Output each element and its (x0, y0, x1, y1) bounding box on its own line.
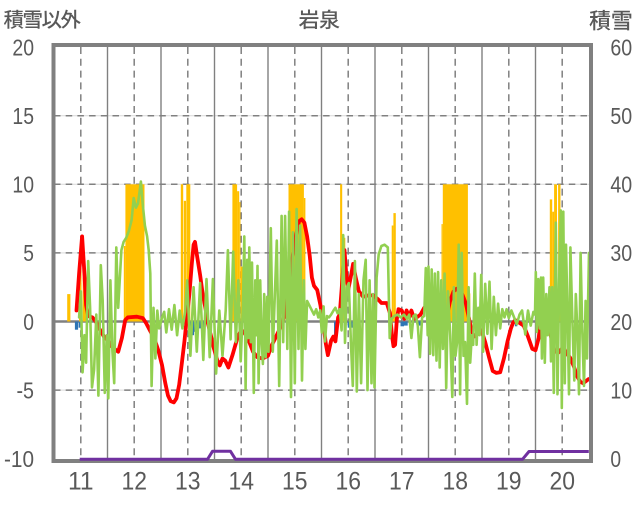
svg-text:12: 12 (122, 468, 148, 496)
svg-text:0: 0 (23, 309, 34, 335)
svg-text:40: 40 (610, 172, 632, 198)
svg-text:15: 15 (12, 103, 34, 129)
svg-text:15: 15 (282, 468, 308, 496)
svg-text:17: 17 (389, 468, 415, 496)
svg-text:10: 10 (610, 377, 632, 403)
svg-text:18: 18 (443, 468, 469, 496)
svg-text:10: 10 (12, 172, 34, 198)
svg-text:30: 30 (610, 240, 632, 266)
svg-text:20: 20 (550, 468, 576, 496)
svg-text:-10: -10 (4, 446, 34, 472)
svg-text:19: 19 (496, 468, 522, 496)
svg-text:20: 20 (12, 34, 34, 60)
svg-text:50: 50 (610, 103, 632, 129)
svg-text:-5: -5 (17, 377, 35, 403)
svg-text:14: 14 (229, 468, 255, 496)
svg-text:0: 0 (610, 446, 621, 472)
svg-text:11: 11 (68, 468, 94, 496)
svg-text:16: 16 (336, 468, 362, 496)
svg-text:20: 20 (610, 309, 632, 335)
svg-text:60: 60 (610, 34, 632, 60)
svg-text:5: 5 (23, 240, 34, 266)
svg-text:13: 13 (175, 468, 201, 496)
